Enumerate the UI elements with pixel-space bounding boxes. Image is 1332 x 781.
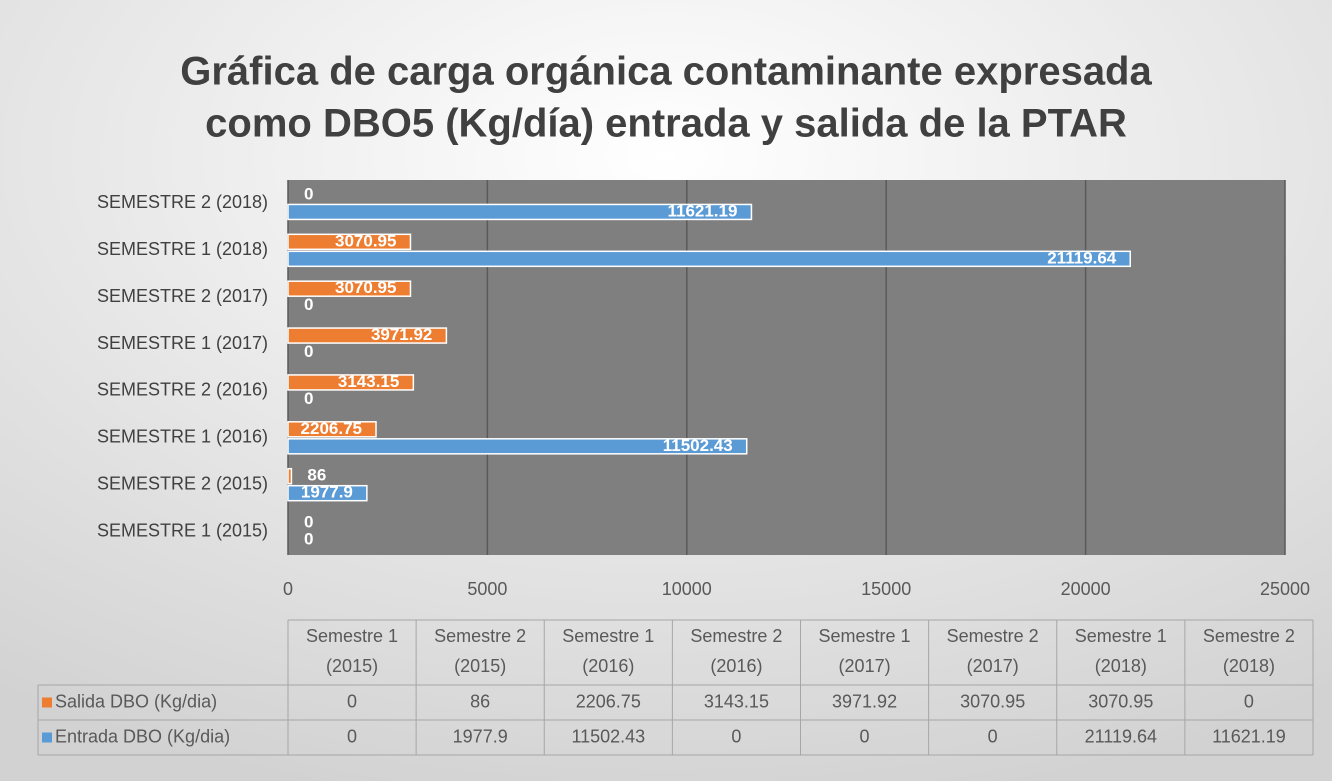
table-header: Semestre 1 (306, 626, 398, 646)
table-header: Semestre 2 (434, 626, 526, 646)
legend-key (42, 732, 52, 743)
bar (287, 438, 748, 455)
y-tick-label: SEMESTRE 1 (2015) (97, 520, 268, 540)
table-cell: 0 (347, 691, 357, 711)
table-header: Semestre 2 (690, 626, 782, 646)
data-label: 11502.43 (663, 436, 733, 455)
bar (287, 280, 412, 297)
data-label: 3070.95 (335, 231, 396, 250)
data-label: 3971.92 (371, 325, 432, 344)
table-header: (2016) (582, 656, 634, 676)
table-cell: 21119.64 (1085, 726, 1157, 746)
bar (287, 250, 1132, 268)
table-header: (2015) (326, 656, 378, 676)
table-header: Semestre 1 (562, 626, 654, 646)
table-header: (2017) (839, 656, 891, 676)
table-header: Semestre 2 (947, 626, 1039, 646)
legend-label: Entrada DBO (Kg/dia) (55, 726, 230, 746)
bar (287, 374, 415, 391)
bar (287, 467, 293, 485)
x-tick-label: 15000 (861, 579, 911, 599)
chart-title: Gráfica de carga orgánica contaminante e… (180, 50, 1152, 94)
y-tick-label: SEMESTRE 1 (2017) (97, 333, 268, 353)
x-tick-label: 5000 (467, 579, 507, 599)
data-label: 0 (304, 530, 313, 549)
table-cell: 0 (731, 726, 741, 746)
y-tick-label: SEMESTRE 2 (2015) (97, 473, 268, 493)
data-label: 2206.75 (301, 419, 362, 438)
table-header: (2018) (1223, 656, 1275, 676)
table-header: (2018) (1095, 656, 1147, 676)
bar (287, 421, 377, 438)
chart-title: como DBO5 (Kg/día) entrada y salida de l… (205, 102, 1127, 146)
y-tick-label: SEMESTRE 1 (2016) (97, 427, 268, 447)
table-header: (2015) (454, 656, 506, 676)
table-cell: 3971.92 (832, 691, 897, 711)
data-label: 3143.15 (338, 372, 399, 391)
data-label: 21119.64 (1047, 248, 1117, 267)
data-label: 0 (304, 389, 313, 408)
data-label: 1977.9 (301, 483, 353, 502)
x-tick-label: 0 (283, 579, 293, 599)
table-cell: 3143.15 (704, 691, 769, 711)
legend-label: Salida DBO (Kg/dia) (55, 691, 217, 711)
x-tick-label: 20000 (1061, 579, 1111, 599)
plot-area (288, 180, 1285, 555)
table-cell: 0 (860, 726, 870, 746)
table-cell: 0 (988, 726, 998, 746)
legend-key (42, 697, 52, 708)
data-label: 3070.95 (335, 278, 396, 297)
table-cell: 11621.19 (1212, 726, 1286, 746)
data-label: 0 (304, 295, 313, 314)
table-cell: 86 (470, 691, 490, 711)
table-header: Semestre 2 (1203, 626, 1295, 646)
table-header: (2017) (967, 656, 1019, 676)
data-label: 0 (304, 342, 313, 361)
data-label: 11621.19 (667, 201, 737, 220)
table-cell: 3070.95 (960, 691, 1025, 711)
table-cell: 0 (347, 726, 357, 746)
y-tick-label: SEMESTRE 1 (2018) (97, 239, 268, 259)
table-cell: 11502.43 (571, 726, 645, 746)
table-header: Semestre 1 (819, 626, 911, 646)
y-tick-label: SEMESTRE 2 (2017) (97, 286, 268, 306)
table-header: Semestre 1 (1075, 626, 1167, 646)
bar (287, 203, 753, 221)
x-tick-label: 25000 (1260, 579, 1310, 599)
table-cell: 2206.75 (576, 691, 641, 711)
table-cell: 0 (1244, 691, 1254, 711)
y-tick-label: SEMESTRE 2 (2018) (97, 192, 268, 212)
x-tick-label: 10000 (662, 579, 712, 599)
bar (287, 327, 448, 344)
data-label: 0 (304, 184, 313, 203)
y-tick-label: SEMESTRE 2 (2016) (97, 380, 268, 400)
data-label: 86 (307, 466, 326, 485)
table-cell: 3070.95 (1088, 691, 1153, 711)
table-header: (2016) (710, 656, 762, 676)
data-label: 0 (304, 513, 313, 532)
bar (287, 484, 368, 502)
bar (287, 233, 412, 251)
table-cell: 1977.9 (453, 726, 508, 746)
